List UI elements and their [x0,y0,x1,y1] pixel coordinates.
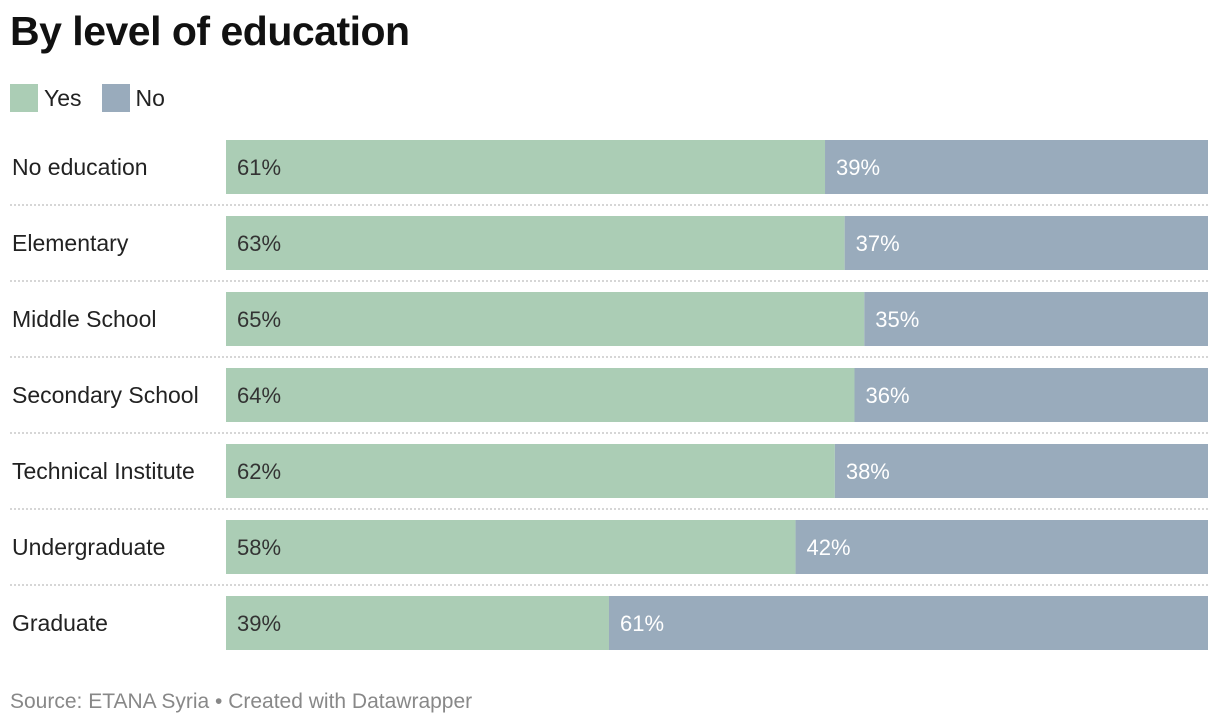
bar-segment-yes [226,140,826,194]
data-label: 39% [836,155,880,180]
category-label: Undergraduate [12,534,165,560]
category-label: Graduate [12,610,108,636]
data-label: 61% [237,155,281,180]
data-label: 42% [807,535,851,560]
category-label: Elementary [12,230,129,256]
bar-segment-yes [226,520,796,574]
bar-segment-yes [226,596,609,650]
legend-item-no: No [101,84,165,112]
category-label: Technical Institute [12,458,195,484]
category-label: No education [12,154,148,180]
legend-swatch-no [101,84,130,112]
bar-segment-no [834,444,1208,498]
data-label: 35% [875,307,919,332]
bar-segment-no [825,140,1208,194]
data-label: 64% [237,383,281,408]
data-label: 36% [865,383,909,408]
data-label: 39% [237,611,281,636]
legend: Yes No [10,84,185,112]
category-label: Middle School [12,306,156,332]
bar-segment-yes [226,216,845,270]
legend-label-yes: Yes [44,84,82,111]
data-label: 65% [237,307,281,332]
legend-label-no: No [135,84,165,111]
data-label: 63% [237,231,281,256]
bar-segment-no [864,292,1208,346]
legend-swatch-yes [10,84,38,112]
data-label: 37% [856,231,900,256]
source-note: Source: ETANA Syria • Created with Dataw… [10,690,473,713]
category-label: Secondary School [12,382,199,408]
bar-segment-no [608,596,1208,650]
chart-title: By level of education [10,8,410,54]
bar-segment-yes [226,292,865,346]
data-label: 61% [620,611,664,636]
bar-segment-yes [226,444,835,498]
data-label: 58% [237,535,281,560]
bar-segment-no [854,368,1208,422]
data-label: 62% [237,459,281,484]
bar-segment-no [844,216,1208,270]
bar-segment-no [795,520,1208,574]
legend-item-yes: Yes [10,84,82,112]
bar-segment-yes [226,368,855,422]
data-label: 38% [846,459,890,484]
